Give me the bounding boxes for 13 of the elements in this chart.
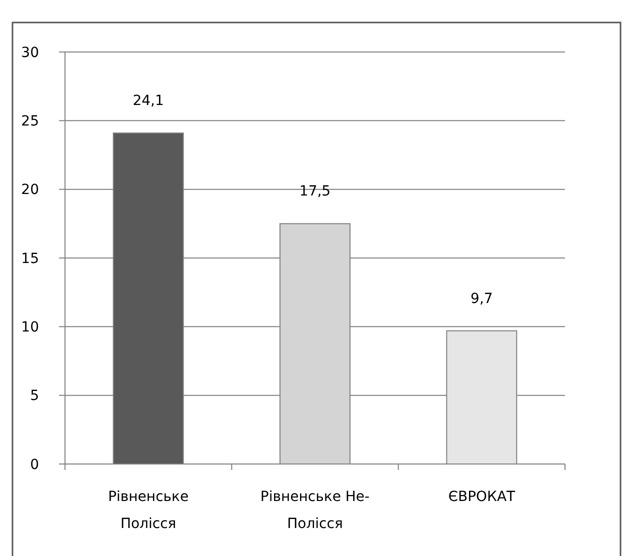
y-tick-label: 0 [30,456,39,473]
data-label: 24,1 [132,93,164,110]
x-tick-label: Рівненське Полісся [108,489,189,532]
x-tick-label: ЄВРОКАТ [448,489,516,505]
y-tick-label: 25 [21,114,39,130]
y-tick-label: 30 [21,44,39,61]
y-tick-label: 20 [21,182,39,198]
y-tick-label: 5 [30,388,39,404]
data-label: 9,7 [470,290,493,307]
y-tick-label: 15 [21,250,39,267]
y-tick-label: 10 [21,320,39,336]
x-tick-label: Рівненське Не-Полісся [260,489,370,532]
data-label: 17,5 [299,184,331,200]
